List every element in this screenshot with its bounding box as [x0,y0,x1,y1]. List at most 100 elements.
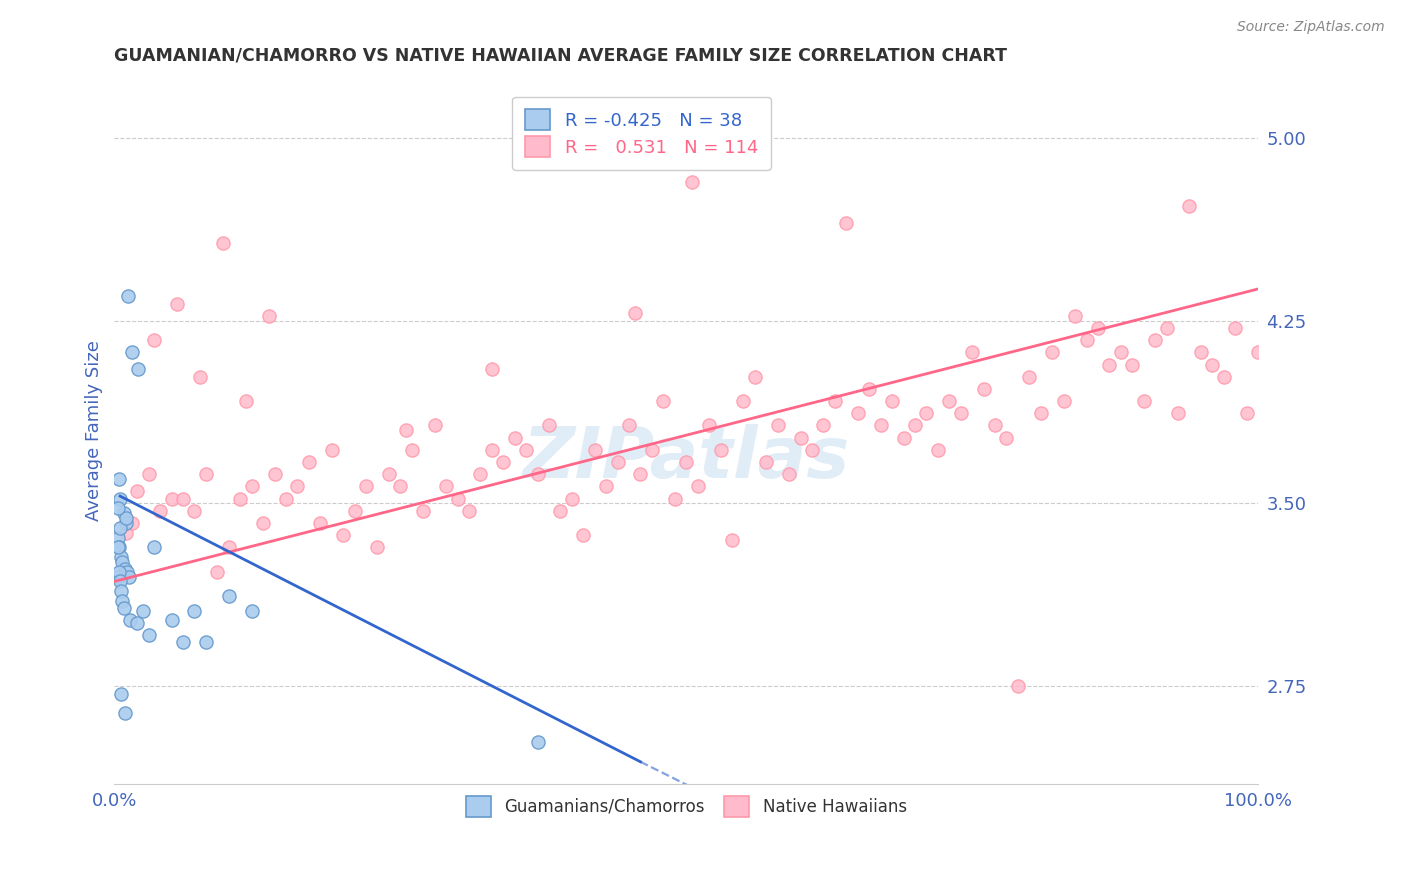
Point [1121,358,1143,372]
Point [183,504,205,518]
Point [110,584,132,599]
Point [115,565,138,579]
Point [1236,406,1258,420]
Text: Source: ZipAtlas.com: Source: ZipAtlas.com [1237,20,1385,34]
Point [194,635,217,649]
Point [904,418,927,433]
Point [641,442,664,457]
Point [1109,345,1132,359]
Point [801,442,824,457]
Point [117,289,139,303]
Point [1212,369,1234,384]
Point [378,467,401,482]
Point [846,406,869,420]
Text: ZIPatlas: ZIPatlas [523,424,849,493]
Point [229,491,252,506]
Point [470,467,492,482]
Point [143,333,166,347]
Point [1189,345,1212,359]
Point [395,423,418,437]
Text: GUAMANIAN/CHAMORRO VS NATIVE HAWAIIAN AVERAGE FAMILY SIZE CORRELATION CHART: GUAMANIAN/CHAMORRO VS NATIVE HAWAIIAN AV… [114,46,1008,64]
Point [995,431,1018,445]
Point [1064,309,1087,323]
Point [332,528,354,542]
Point [127,615,149,630]
Point [166,296,188,310]
Point [207,565,229,579]
Point [107,501,129,516]
Point [121,345,143,359]
Point [709,442,731,457]
Point [960,345,983,359]
Point [118,569,141,583]
Point [893,431,915,445]
Point [111,594,134,608]
Point [526,735,548,749]
Point [115,516,138,530]
Point [744,369,766,384]
Point [595,479,617,493]
Point [240,604,263,618]
Point [550,504,572,518]
Point [949,406,972,420]
Point [1098,358,1121,372]
Point [240,479,263,493]
Point [697,418,720,433]
Point [120,614,142,628]
Point [114,562,136,576]
Point [686,479,709,493]
Point [766,418,789,433]
Point [515,442,537,457]
Point [138,628,160,642]
Point [458,504,481,518]
Point [172,491,194,506]
Point [143,541,166,555]
Point [263,467,285,482]
Point [446,491,468,506]
Point [927,442,949,457]
Point [789,431,811,445]
Point [112,601,135,615]
Point [733,394,755,409]
Point [287,479,309,493]
Point [321,442,343,457]
Point [481,442,503,457]
Point [108,521,131,535]
Point [235,394,257,409]
Point [107,541,129,555]
Point [257,309,280,323]
Point [675,455,697,469]
Point [138,467,160,482]
Point [1156,321,1178,335]
Point [160,491,183,506]
Point [105,569,128,583]
Point [1132,394,1154,409]
Point [160,614,183,628]
Point [1018,369,1040,384]
Point [108,541,131,555]
Point [108,574,131,589]
Point [606,455,628,469]
Point [1167,406,1189,420]
Point [412,504,434,518]
Point [366,541,388,555]
Point [274,491,297,506]
Point [110,687,132,701]
Point [389,479,412,493]
Point [778,467,800,482]
Point [172,635,194,649]
Point [681,175,703,189]
Point [1029,406,1052,420]
Point [835,216,858,230]
Point [212,235,235,250]
Point [481,362,503,376]
Point [652,394,675,409]
Point [107,531,129,545]
Point [434,479,457,493]
Point [309,516,332,530]
Point [108,491,131,506]
Point [721,533,744,547]
Point [1201,358,1223,372]
Point [110,550,132,565]
Point [1076,333,1098,347]
